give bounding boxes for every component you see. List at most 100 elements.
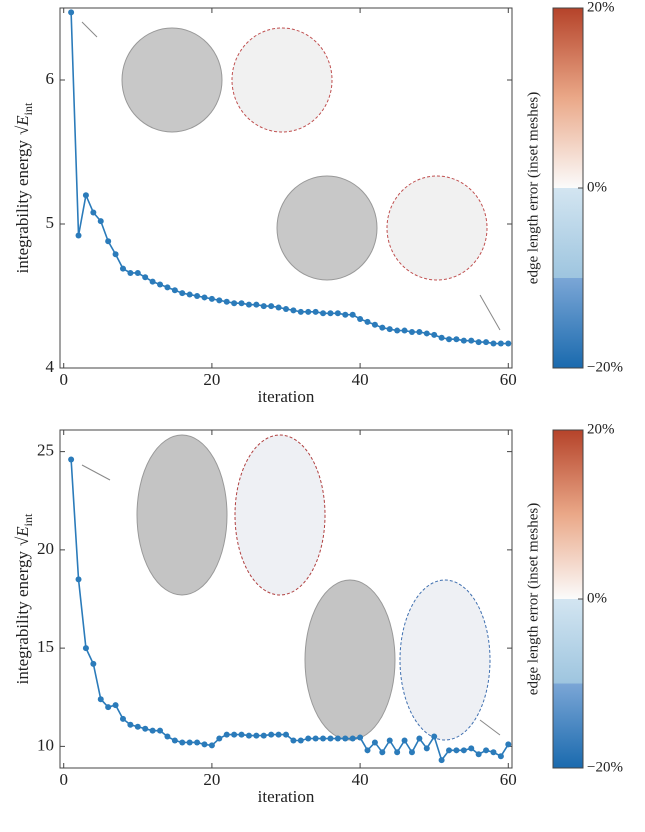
data-point — [431, 332, 437, 338]
data-point — [305, 309, 311, 315]
colorbar-tick-label: −20% — [587, 759, 623, 775]
colorbar-tick-label: 0% — [587, 590, 607, 606]
x-tick-label: 20 — [203, 770, 220, 789]
x-tick-label: 40 — [352, 370, 369, 389]
data-point — [76, 576, 82, 582]
colorbar-label: edge length error (inset meshes) — [525, 503, 541, 695]
data-point — [105, 238, 111, 244]
data-point — [342, 312, 348, 318]
data-point — [490, 749, 496, 755]
data-point — [164, 734, 170, 740]
data-point — [298, 737, 304, 743]
y-axis-label: integrability energy√Eint — [13, 102, 35, 273]
data-point — [68, 9, 74, 15]
data-point — [327, 310, 333, 316]
data-point — [239, 300, 245, 306]
data-point — [68, 456, 74, 462]
colorbar-tick-label: 20% — [587, 0, 615, 15]
colorbar-tick-label: −20% — [587, 359, 623, 375]
data-point — [201, 741, 207, 747]
data-point — [135, 724, 141, 730]
data-point — [268, 732, 274, 738]
data-point — [246, 733, 252, 739]
y-tick-label: 15 — [37, 637, 54, 656]
data-point — [453, 336, 459, 342]
x-tick-label: 60 — [500, 370, 517, 389]
data-point — [461, 338, 467, 344]
data-point — [224, 299, 230, 305]
data-point — [231, 732, 237, 738]
data-point — [172, 737, 178, 743]
data-point — [446, 336, 452, 342]
data-point — [216, 736, 222, 742]
data-point — [209, 742, 215, 748]
data-point — [253, 302, 259, 308]
y-tick-label: 25 — [37, 441, 54, 460]
data-point — [276, 732, 282, 738]
y-tick-label: 6 — [46, 69, 55, 88]
x-tick-label: 0 — [59, 770, 68, 789]
data-point — [379, 749, 385, 755]
data-point — [409, 329, 415, 335]
data-point — [387, 737, 393, 743]
data-point — [483, 747, 489, 753]
data-point — [90, 661, 96, 667]
x-axis-label: iteration — [258, 387, 315, 406]
x-axis-label: iteration — [258, 787, 315, 806]
data-point — [98, 696, 104, 702]
insets-bottom — [82, 435, 500, 740]
data-point — [350, 736, 356, 742]
data-point — [468, 745, 474, 751]
data-point — [439, 757, 445, 763]
data-point — [120, 716, 126, 722]
y-tick-label: 4 — [46, 357, 55, 376]
data-point — [290, 307, 296, 313]
data-point — [498, 753, 504, 759]
data-point — [313, 736, 319, 742]
data-point — [416, 329, 422, 335]
data-point — [461, 747, 467, 753]
data-point — [113, 702, 119, 708]
x-tick-label: 40 — [352, 770, 369, 789]
data-point — [150, 728, 156, 734]
data-point — [253, 733, 259, 739]
data-point — [276, 305, 282, 311]
data-point — [298, 309, 304, 315]
data-point — [394, 328, 400, 334]
data-point — [402, 737, 408, 743]
y-tick-label: 10 — [37, 735, 54, 754]
data-point — [142, 726, 148, 732]
data-point — [498, 341, 504, 347]
data-point — [424, 745, 430, 751]
data-point — [76, 233, 82, 239]
data-point — [350, 312, 356, 318]
y-axis-label: integrability energy√Eint — [13, 513, 35, 684]
data-point — [90, 209, 96, 215]
data-point — [305, 736, 311, 742]
data-point — [283, 306, 289, 312]
data-point — [431, 734, 437, 740]
data-point — [201, 294, 207, 300]
y-tick-label: 20 — [37, 539, 54, 558]
data-point — [357, 316, 363, 322]
data-point — [194, 293, 200, 299]
data-point — [446, 747, 452, 753]
data-point — [179, 739, 185, 745]
y-axis-label-text: integrability energy — [13, 140, 32, 274]
data-point — [127, 270, 133, 276]
data-point — [246, 302, 252, 308]
data-point — [424, 330, 430, 336]
y-axis-label-text: integrability energy — [13, 551, 32, 685]
insets-top — [82, 22, 500, 330]
data-point — [83, 645, 89, 651]
data-point — [490, 341, 496, 347]
data-point — [505, 341, 511, 347]
data-point — [157, 728, 163, 734]
data-point — [224, 732, 230, 738]
data-point — [150, 279, 156, 285]
data-point — [394, 749, 400, 755]
data-point — [342, 736, 348, 742]
data-point — [113, 251, 119, 257]
data-point — [387, 326, 393, 332]
data-point — [468, 338, 474, 344]
